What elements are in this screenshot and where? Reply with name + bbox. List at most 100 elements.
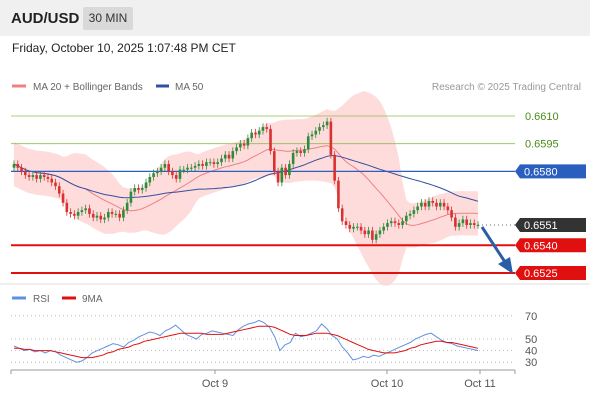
candle — [299, 147, 302, 157]
candle — [163, 160, 167, 172]
candle — [472, 219, 476, 229]
candle — [352, 223, 355, 233]
x-tick-label-oct11: Oct 11 — [464, 378, 496, 390]
candle — [393, 217, 397, 227]
main-legend: MA 20 + Bollinger Bands MA 50 — [12, 82, 204, 93]
candle — [174, 171, 178, 183]
level-label-2: 0.6580 — [515, 164, 586, 179]
ma50-line — [13, 155, 479, 202]
candle — [95, 212, 99, 222]
candle — [257, 127, 261, 139]
candle — [114, 210, 118, 218]
x-axis: Oct 9 Oct 10 Oct 11 — [10, 369, 516, 390]
candle — [27, 171, 31, 181]
candle — [73, 210, 76, 220]
candle — [318, 123, 321, 135]
level-text: 0.6595 — [525, 139, 559, 151]
candle — [133, 184, 137, 196]
candle — [140, 184, 144, 194]
moving-averages — [13, 145, 479, 226]
candle — [107, 208, 110, 222]
candle — [348, 221, 352, 233]
candle — [397, 219, 401, 229]
candle — [291, 149, 295, 168]
level-label-0: 0.6610 — [525, 111, 559, 123]
candle — [118, 210, 121, 222]
bollinger-band-area — [14, 91, 478, 286]
candle — [31, 171, 35, 181]
candle — [465, 215, 468, 229]
level-text: 0.6551 — [524, 220, 558, 232]
candle — [333, 151, 336, 185]
candle — [363, 226, 367, 238]
rsi-tick-label: 50 — [525, 334, 537, 346]
candle — [171, 167, 174, 179]
candle — [122, 206, 125, 222]
candle — [371, 226, 374, 244]
candle — [193, 162, 197, 172]
candle — [242, 140, 246, 150]
candle — [110, 208, 114, 218]
candle — [80, 206, 84, 216]
candle — [148, 173, 152, 187]
candle — [152, 169, 155, 181]
candle — [201, 160, 204, 170]
datetime-label: Friday, October 10, 2025 1:07:48 PM CET — [12, 41, 237, 55]
level-tag — [515, 217, 586, 232]
candle — [50, 175, 54, 187]
candle — [280, 164, 284, 187]
candle — [246, 134, 250, 150]
candle — [408, 210, 412, 220]
candle — [156, 167, 159, 177]
candle — [99, 212, 103, 224]
candle — [190, 164, 193, 172]
candle — [84, 204, 87, 214]
candle — [137, 184, 140, 194]
ma20-line — [13, 145, 479, 226]
candle — [359, 223, 363, 235]
candle — [337, 176, 340, 213]
candle — [457, 219, 461, 231]
candle — [76, 208, 80, 220]
candle — [272, 147, 276, 176]
candlesticks — [12, 117, 480, 244]
level-label-1: 0.6595 — [525, 139, 559, 151]
candle — [61, 189, 65, 207]
level-tag — [515, 164, 586, 179]
legend-9ma-label: 9MA — [82, 294, 103, 305]
legend-ma50-label: MA 50 — [175, 82, 204, 93]
forecast-arrow — [480, 226, 513, 274]
candle — [386, 219, 389, 231]
candle — [159, 164, 163, 176]
level-text: 0.6610 — [525, 111, 559, 123]
candle — [42, 171, 46, 181]
candle — [431, 197, 435, 207]
candle — [295, 147, 299, 157]
candle — [344, 217, 348, 229]
candle — [231, 147, 235, 163]
timeframe-button[interactable]: 30 MIN — [83, 7, 133, 30]
candle — [16, 160, 20, 172]
top-bar: AUD/USD 30 MIN — [0, 0, 590, 36]
level-text: 0.6525 — [524, 268, 558, 280]
candle — [416, 202, 419, 214]
candle — [382, 223, 385, 235]
candle — [269, 125, 272, 155]
candle — [355, 223, 359, 231]
candle — [186, 164, 189, 174]
candle — [405, 212, 408, 225]
rsi-tick-label: 70 — [525, 311, 537, 323]
candle — [223, 151, 227, 163]
candle — [35, 171, 38, 183]
candle — [374, 230, 378, 244]
forecast-arrow-shaft — [480, 226, 507, 263]
x-tick-label-oct10: Oct 10 — [371, 378, 403, 390]
candle — [265, 123, 269, 133]
candle — [427, 197, 431, 211]
candle — [469, 219, 472, 229]
bollinger-band — [14, 91, 478, 286]
candle — [340, 204, 344, 225]
level-text: 0.6540 — [524, 240, 558, 252]
candle — [103, 213, 106, 224]
